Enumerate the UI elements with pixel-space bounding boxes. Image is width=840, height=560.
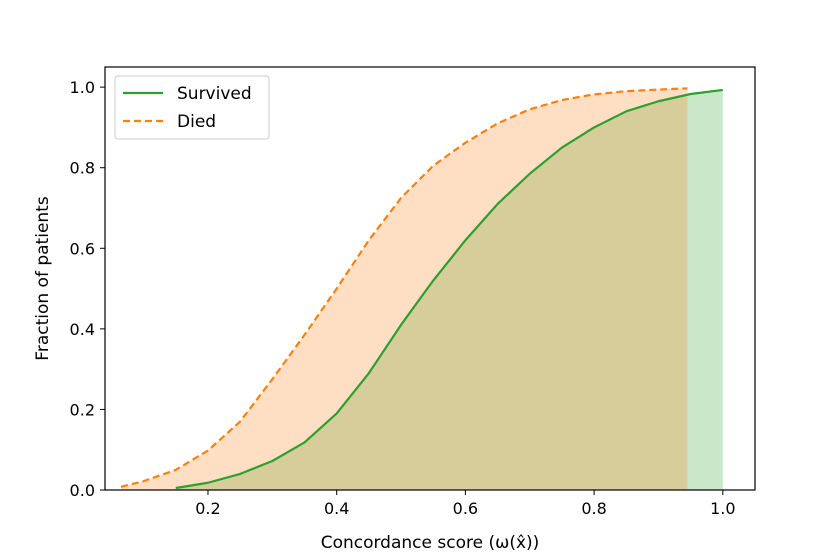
area-fills (121, 88, 723, 490)
x-axis-label: Concordance score (ω(x̂)) (321, 533, 540, 553)
x-tick-label: 1.0 (710, 499, 735, 518)
x-tick-label: 0.2 (195, 499, 220, 518)
area-died (121, 88, 688, 490)
x-tick-label: 0.6 (453, 499, 478, 518)
legend-label-survived: Survived (177, 84, 252, 104)
y-tick-label: 0.8 (70, 159, 95, 178)
y-tick-label: 0.6 (70, 239, 95, 258)
y-tick-label: 0.0 (70, 481, 95, 500)
legend: Survived Died (114, 75, 270, 140)
x-tick-label: 0.4 (324, 499, 349, 518)
line-died (120, 87, 688, 488)
y-axis-ticks: 0.0 0.2 0.4 0.6 0.8 1.0 (70, 78, 105, 500)
plot-frame (104, 66, 756, 491)
x-tick-label: 0.8 (581, 499, 606, 518)
x-axis-ticks: 0.2 0.4 0.6 0.8 1.0 (195, 490, 736, 518)
line-survived (175, 88, 723, 490)
series-lines (120, 87, 723, 490)
legend-label-died: Died (177, 112, 216, 132)
area-survived (175, 89, 723, 490)
y-axis-label: Fraction of patients (33, 196, 53, 361)
y-tick-label: 0.2 (70, 400, 95, 419)
legend-box (114, 75, 270, 140)
y-tick-label: 0.4 (70, 320, 95, 339)
y-tick-label: 1.0 (70, 78, 95, 97)
